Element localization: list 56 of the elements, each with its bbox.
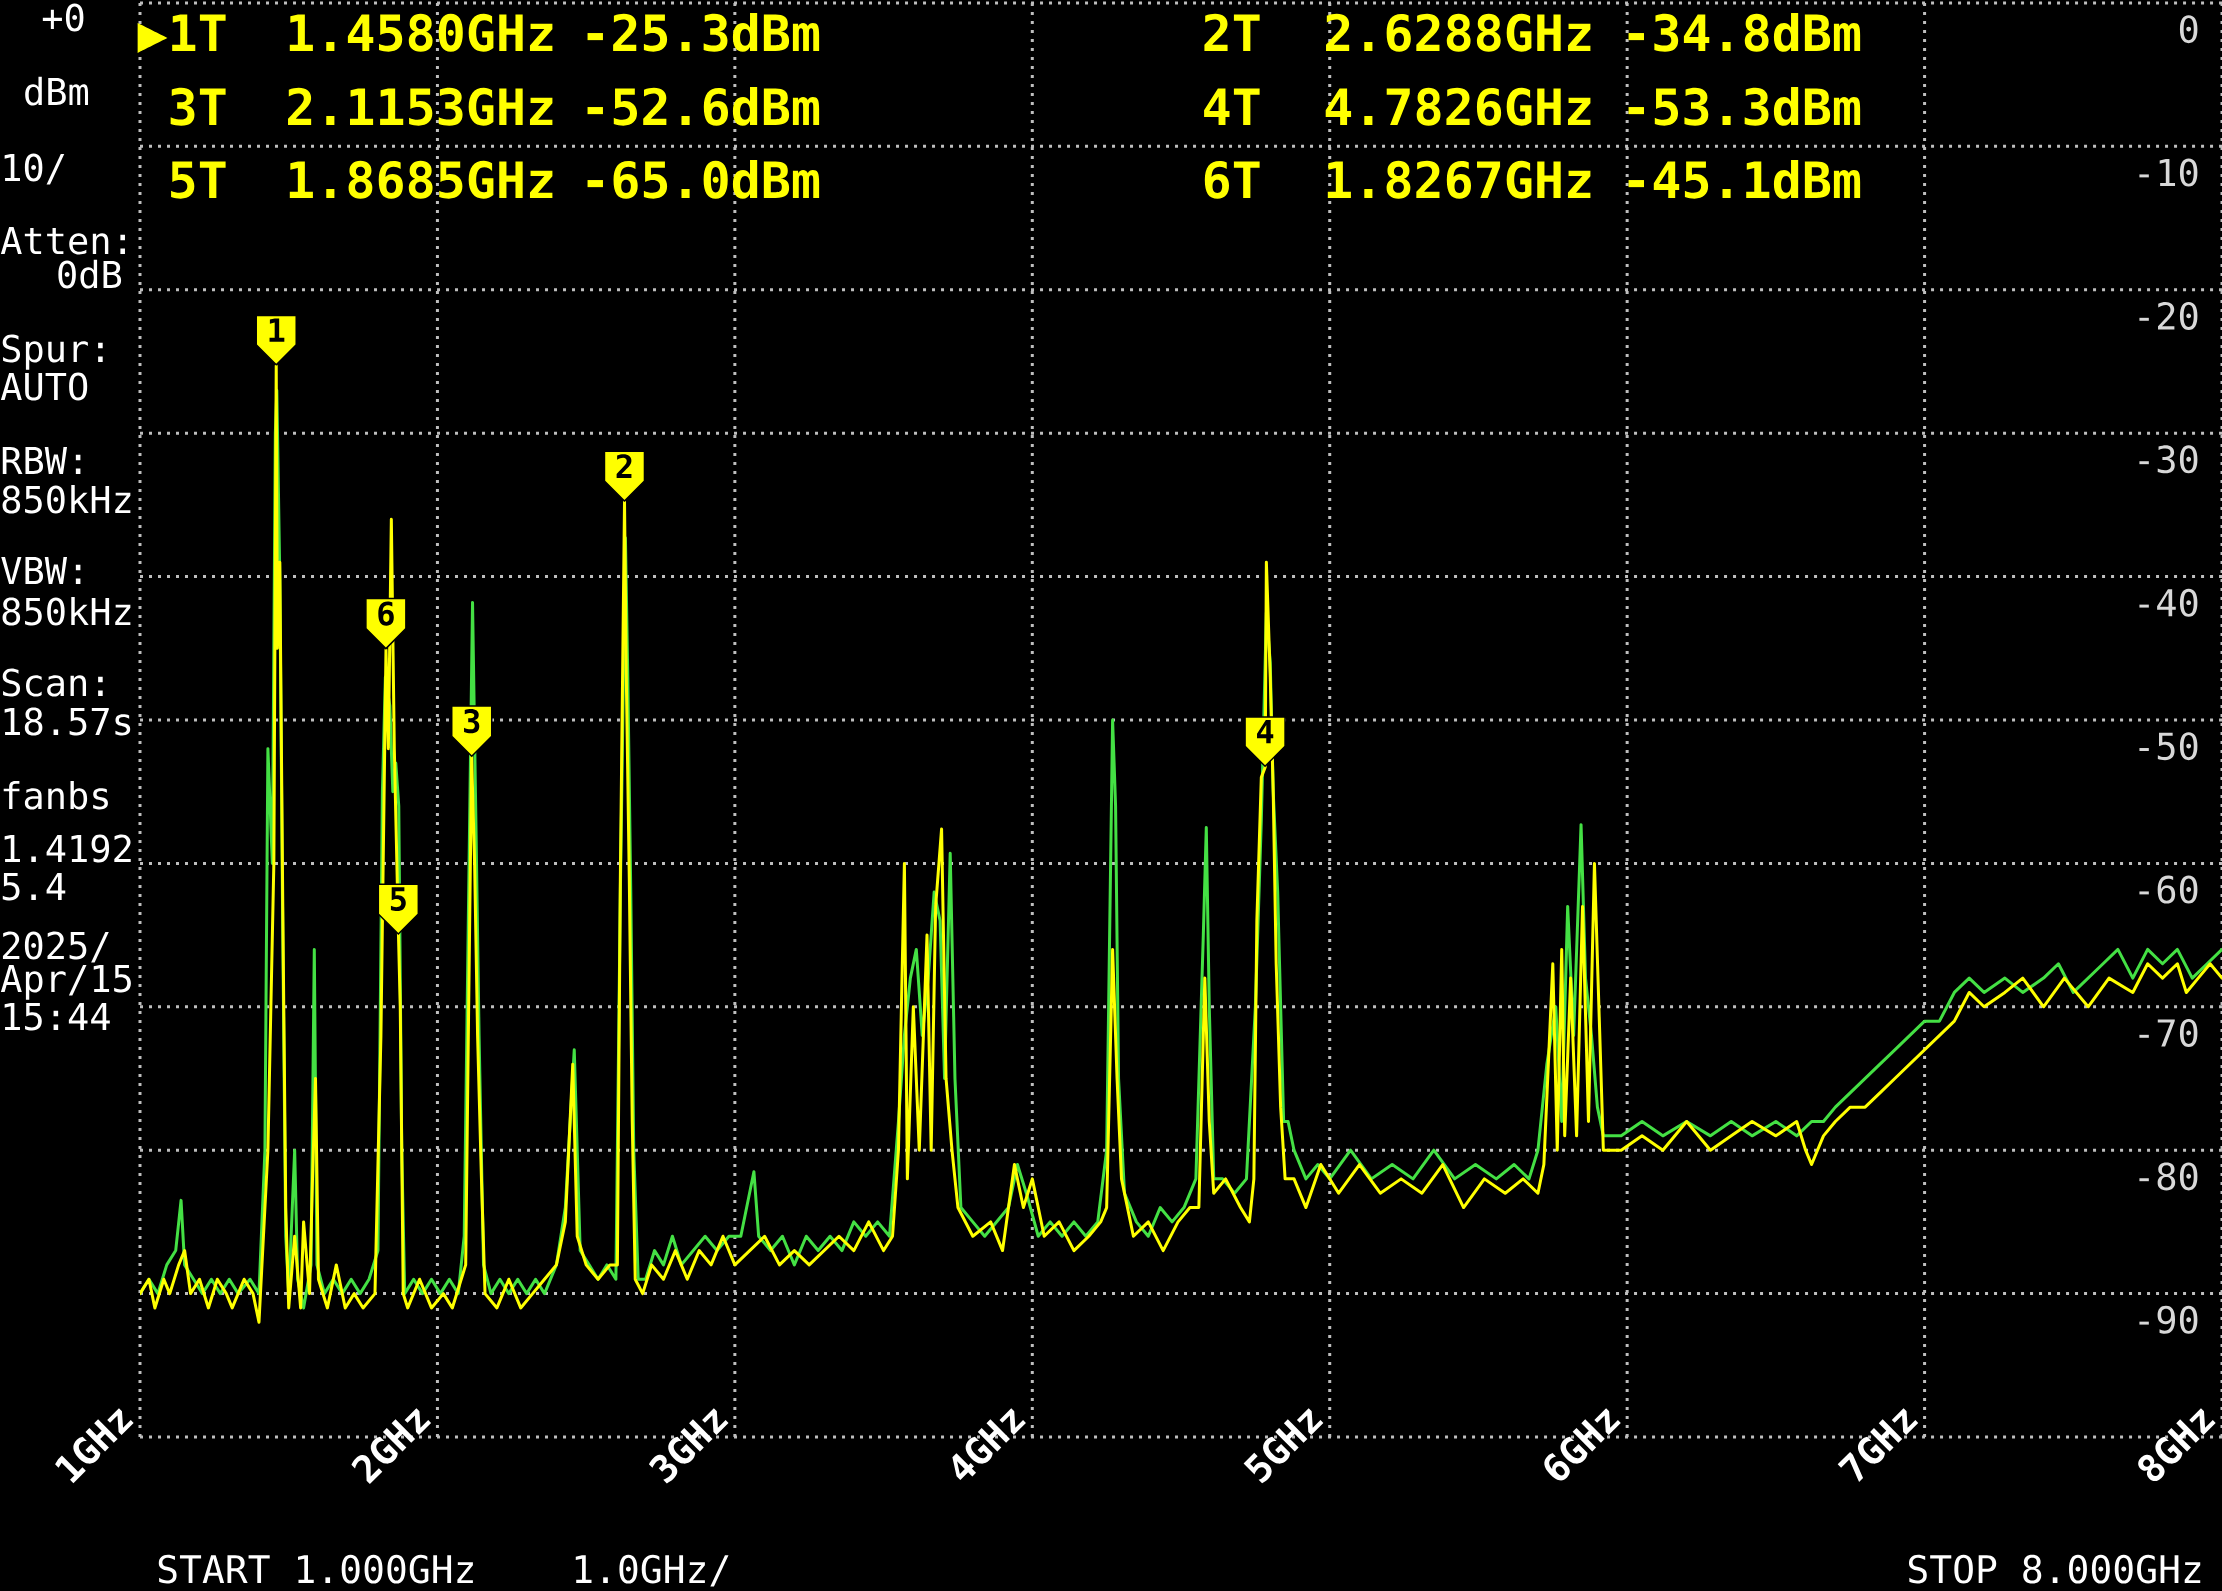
annotation: 4.7826GHz	[1325, 87, 1591, 126]
y-tick-label: -60	[2139, 875, 2198, 904]
y-tick-label: -40	[2139, 588, 2198, 617]
text: STOP 8.000GHz	[1908, 1554, 2201, 1584]
annotation: 5	[390, 887, 406, 912]
y-tick-label: -10	[2139, 158, 2198, 187]
annotation: 2	[616, 454, 632, 478]
text: 18.57s	[4, 707, 131, 736]
text: 850kHz	[2, 484, 131, 514]
y-tick-label: -50	[2139, 732, 2198, 761]
text: Scan:	[2, 668, 103, 697]
annotation: -34.8dBm	[1628, 12, 1861, 52]
annotation: 2.6288GHz	[1326, 13, 1591, 52]
text: AUTO	[0, 372, 88, 401]
text: Apr/15	[0, 965, 131, 1000]
text: dBm	[25, 76, 89, 106]
annotation: 5T	[171, 161, 226, 199]
annotation: 6	[378, 601, 394, 626]
annotation: 2T	[1204, 13, 1260, 51]
text: 0dB	[58, 259, 122, 289]
annotation: -65.0dBm	[587, 160, 820, 199]
annotation: ▶1T	[137, 14, 226, 53]
annotation: 1	[269, 318, 285, 342]
annotation: -45.1dBm	[1628, 160, 1861, 199]
annotation: -53.3dBm	[1628, 86, 1861, 126]
text: 2025/	[2, 931, 109, 963]
text: 5.4	[2, 873, 66, 901]
annotation: 2.1153GHz	[288, 87, 553, 126]
annotation: 6T	[1204, 160, 1260, 199]
y-tick-label: 0	[2179, 15, 2198, 44]
text: fanbs	[3, 780, 108, 810]
text: 15:44	[4, 1003, 110, 1031]
annotation: 3	[464, 709, 480, 734]
text: 1.0GHz/	[575, 1554, 729, 1587]
annotation: 3T	[170, 87, 226, 126]
annotation: 1.4580GHz	[289, 13, 553, 52]
text: START 1.000GHz	[158, 1554, 473, 1584]
annotation: 1.8685GHz	[289, 160, 553, 199]
text: 1.4192	[4, 834, 131, 863]
text: 850kHz	[2, 596, 131, 626]
y-tick-label: -70	[2139, 1018, 2198, 1047]
annotation: 4	[1257, 719, 1274, 744]
y-tick-label: -90	[2139, 1305, 2198, 1334]
text: VBW:	[1, 557, 81, 584]
annotation: -52.6dBm	[587, 86, 820, 126]
y-tick-label: -30	[2139, 445, 2198, 474]
text: +0	[42, 3, 84, 32]
text: Spur:	[2, 334, 103, 370]
text: Atten:	[0, 227, 125, 255]
text: 10/	[4, 153, 65, 185]
annotation: -25.3dBm	[587, 12, 820, 52]
y-tick-label: -80	[2139, 1162, 2198, 1191]
y-tick-label: -20	[2139, 301, 2198, 330]
annotation: 1.8267GHz	[1327, 160, 1591, 199]
text: RBW:	[2, 447, 81, 474]
annotation: 4T	[1204, 88, 1260, 125]
